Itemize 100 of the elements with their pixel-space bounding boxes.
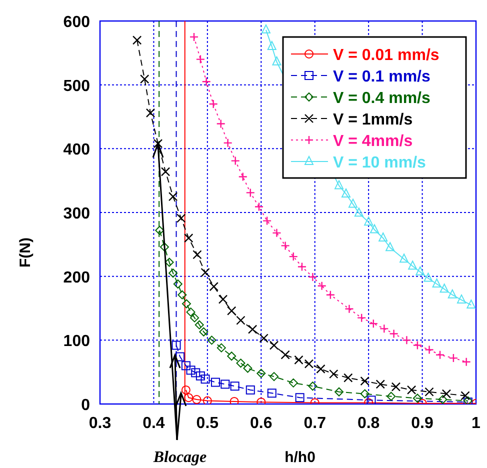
point [184,233,194,243]
point [176,352,185,362]
point [408,260,418,270]
point [256,368,266,378]
point [176,214,186,223]
point [173,279,182,288]
legend-label: V = 4mm/s [333,133,413,150]
point [400,254,409,263]
point [329,369,338,379]
point [186,308,196,317]
point [254,202,264,212]
point [160,242,169,252]
point [344,304,354,314]
point [448,353,458,363]
point [316,364,326,374]
point [227,306,236,316]
legend-label: V = 0.01 mm/s [333,47,440,64]
point [280,350,290,360]
x-tick-label: 0.5 [196,415,219,432]
point [184,393,194,402]
point [308,272,318,282]
point [304,359,314,368]
point [460,391,470,400]
legend-label: V = 1mm/s [333,112,413,128]
x-tick-label: 0.8 [357,415,380,432]
point [210,378,220,387]
point [192,395,202,404]
x-axis-title: h/h0 [284,449,316,466]
point [192,250,202,260]
point [186,366,196,375]
point [416,266,425,276]
point [448,289,457,298]
point [202,396,212,404]
point [386,242,395,252]
point [199,327,208,336]
point [360,389,370,398]
point [386,392,396,401]
point [200,374,210,384]
point [280,241,290,250]
point [230,396,239,404]
point [402,336,412,345]
x-tick-label: 0.6 [250,415,272,432]
point [248,324,258,334]
point [376,380,385,389]
point [194,320,204,330]
point [181,361,190,370]
point [267,388,276,398]
point [168,268,178,278]
point [342,188,351,198]
point [406,385,416,395]
point [196,54,206,64]
point [334,180,344,190]
point [220,380,230,389]
point [190,313,200,322]
point [462,357,471,366]
point [216,119,226,128]
point [354,208,364,217]
point [442,389,452,398]
x-tick-label: 0.7 [304,415,326,432]
x-tick-label: 0.4 [142,415,165,432]
point [207,336,216,345]
point [295,393,304,402]
point [344,373,353,382]
point [208,99,218,109]
point [202,77,211,86]
point [155,226,164,235]
point [178,290,187,300]
point [270,372,279,382]
point [424,345,434,354]
point [368,318,378,328]
point [412,394,422,403]
x-tick-label: 1 [472,415,481,432]
point [246,188,255,198]
point [168,192,178,202]
x-tick-label: 0.3 [88,415,112,432]
point [172,340,181,350]
point [262,216,272,226]
point [424,387,434,396]
point [267,41,276,50]
point [308,382,318,391]
point [360,376,370,386]
point [236,316,246,325]
point [160,167,170,176]
point [227,352,236,361]
y-tick-label: 500 [63,78,90,95]
point [200,268,210,278]
point [435,350,445,360]
point [391,382,401,392]
point [140,74,150,84]
point [230,156,240,166]
y-tick-label: 200 [63,269,90,286]
point [269,340,279,350]
y-tick-label: 400 [63,142,90,159]
point [288,378,298,388]
point [246,385,255,394]
point [230,382,240,391]
point [272,228,282,238]
point [243,364,252,373]
point [466,300,476,309]
point [223,138,232,148]
